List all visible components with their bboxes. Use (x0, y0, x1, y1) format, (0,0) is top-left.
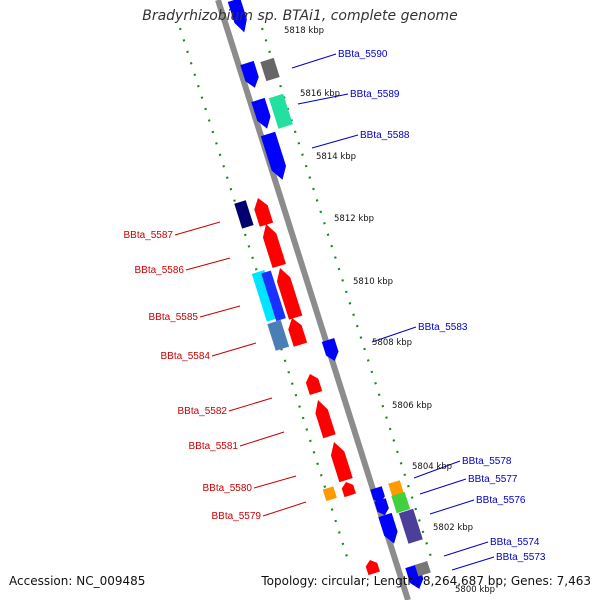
gene-box-green (268, 93, 293, 129)
forward-gene-label: BBta_5588 (360, 130, 410, 141)
kbp-scale-label: 5812 kbp (334, 214, 374, 224)
reverse-label-leader (211, 342, 257, 357)
tick-dot-tracks (178, 27, 434, 561)
reverse-label-leader (228, 397, 273, 412)
reverse-gene-label: BBta_5584 (161, 351, 211, 362)
reverse-label-leader (174, 221, 221, 236)
kbp-scale-label: 5806 kbp (392, 401, 432, 411)
reverse-gene-label: BBta_5579 (212, 511, 262, 522)
reverse-label-leader (262, 501, 307, 517)
kbp-scale-label: 5802 kbp (433, 523, 473, 533)
gene-features (227, 0, 431, 589)
reverse-gene-arrow (276, 268, 303, 320)
reverse-gene-arrow (262, 224, 286, 269)
reverse-gene-arrow (330, 442, 353, 483)
forward-gene-arrow (260, 131, 287, 180)
kbp-scale-label: 5800 kbp (455, 585, 495, 595)
reverse-label-leader (199, 305, 241, 318)
forward-label-leader (443, 541, 489, 557)
forward-gene-label: BBta_5573 (496, 552, 546, 563)
reverse-gene-label: BBta_5582 (178, 406, 228, 417)
forward-gene-arrow (374, 498, 389, 516)
reverse-label-leader (239, 431, 285, 447)
forward-label-leader (451, 556, 495, 571)
forward-label-leader (311, 134, 359, 149)
gene-box-orange (322, 486, 337, 502)
forward-gene-label: BBta_5577 (468, 474, 518, 485)
forward-gene-arrow (378, 512, 398, 544)
label-leader-lines (174, 53, 495, 571)
reverse-gene-arrow (254, 198, 274, 227)
kbp-scale-label: 5816 kbp (300, 89, 340, 99)
gene-box-steel (267, 319, 290, 351)
forward-label-leader (291, 53, 337, 69)
gene-box-blue (261, 270, 286, 322)
reverse-gene-arrow (341, 482, 356, 498)
gene-labels: BBta_5590 BBta_5589 BBta_5588 BBta_5583 BBta… (124, 49, 546, 563)
forward-gene-arrow (321, 338, 339, 361)
reverse-gene-label: BBta_5586 (135, 265, 185, 276)
forward-label-leader (419, 478, 467, 495)
reverse-label-leader (253, 475, 297, 489)
reverse-gene-arrow (305, 374, 323, 396)
forward-gene-label: BBta_5583 (418, 322, 468, 333)
kbp-scale-labels: 5818 kbp 5816 kbp 5814 kbp 5812 kbp 5810 kbp… (284, 26, 495, 595)
gene-box-green (391, 491, 411, 514)
forward-gene-arrow (370, 486, 385, 504)
gene-box-orange (388, 480, 404, 498)
forward-gene-label: BBta_5590 (338, 49, 388, 60)
reverse-gene-label: BBta_5581 (189, 441, 239, 452)
reverse-label-leader (185, 257, 231, 271)
gene-box-purple (398, 508, 423, 544)
forward-gene-label: BBta_5576 (476, 495, 526, 506)
kbp-scale-label: 5818 kbp (284, 26, 324, 36)
forward-gene-arrow (251, 97, 271, 129)
reverse-gene-label: BBta_5587 (124, 230, 174, 241)
kbp-scale-label: 5808 kbp (372, 338, 412, 348)
genome-info-text: Topology: circular; Length: 8,264,687 bp… (261, 574, 591, 588)
reverse-gene-arrow (365, 560, 380, 576)
kbp-scale-label: 5814 kbp (316, 152, 356, 162)
gene-box-navy (234, 200, 254, 229)
reverse-gene-label: BBta_5580 (203, 483, 253, 494)
reverse-gene-arrow (315, 400, 336, 439)
forward-label-leader (413, 460, 461, 479)
kbp-scale-label: 5810 kbp (353, 277, 393, 287)
kbp-scale-label: 5804 kbp (412, 462, 452, 472)
genome-title: Bradyrhizobium sp. BTAi1, complete genom… (142, 8, 458, 24)
gene-box-gray (414, 561, 431, 577)
reverse-gene-label: BBta_5585 (149, 312, 199, 323)
accession-text: Accession: NC_009485 (9, 574, 146, 588)
forward-gene-label: BBta_5574 (490, 537, 540, 548)
forward-gene-arrow (227, 0, 247, 33)
forward-label-leader (297, 93, 349, 105)
gene-box-gray (260, 57, 280, 82)
forward-label-leader (429, 499, 475, 515)
forward-gene-label: BBta_5589 (350, 89, 400, 100)
reverse-gene-arrow (288, 318, 308, 347)
forward-gene-label: BBta_5578 (462, 456, 512, 467)
forward-label-leader (371, 326, 417, 343)
forward-gene-arrow (240, 60, 259, 88)
